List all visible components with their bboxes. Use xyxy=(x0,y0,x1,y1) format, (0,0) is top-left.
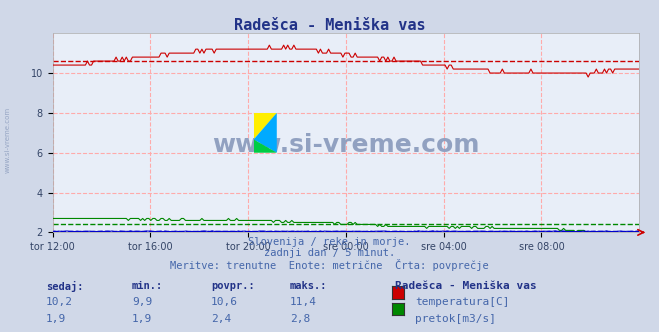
Text: 9,9: 9,9 xyxy=(132,297,152,307)
Text: 11,4: 11,4 xyxy=(290,297,317,307)
Text: 1,9: 1,9 xyxy=(132,314,152,324)
Text: pretok[m3/s]: pretok[m3/s] xyxy=(415,314,496,324)
Text: 10,2: 10,2 xyxy=(46,297,73,307)
Text: maks.:: maks.: xyxy=(290,281,328,290)
Text: Meritve: trenutne  Enote: metrične  Črta: povprečje: Meritve: trenutne Enote: metrične Črta: … xyxy=(170,259,489,271)
Polygon shape xyxy=(254,139,277,153)
Text: 2,8: 2,8 xyxy=(290,314,310,324)
Text: www.si-vreme.com: www.si-vreme.com xyxy=(5,106,11,173)
Polygon shape xyxy=(254,113,277,139)
Text: Radešca - Meniška vas: Radešca - Meniška vas xyxy=(234,18,425,33)
Text: zadnji dan / 5 minut.: zadnji dan / 5 minut. xyxy=(264,248,395,258)
Text: 2,4: 2,4 xyxy=(211,314,231,324)
Text: povpr.:: povpr.: xyxy=(211,281,254,290)
Text: Slovenija / reke in morje.: Slovenija / reke in morje. xyxy=(248,237,411,247)
Text: sedaj:: sedaj: xyxy=(46,281,84,291)
Text: temperatura[C]: temperatura[C] xyxy=(415,297,509,307)
Text: www.si-vreme.com: www.si-vreme.com xyxy=(212,133,480,157)
Text: min.:: min.: xyxy=(132,281,163,290)
Polygon shape xyxy=(254,113,277,153)
Text: 1,9: 1,9 xyxy=(46,314,67,324)
Text: 10,6: 10,6 xyxy=(211,297,238,307)
Text: Radešca - Meniška vas: Radešca - Meniška vas xyxy=(395,281,537,290)
